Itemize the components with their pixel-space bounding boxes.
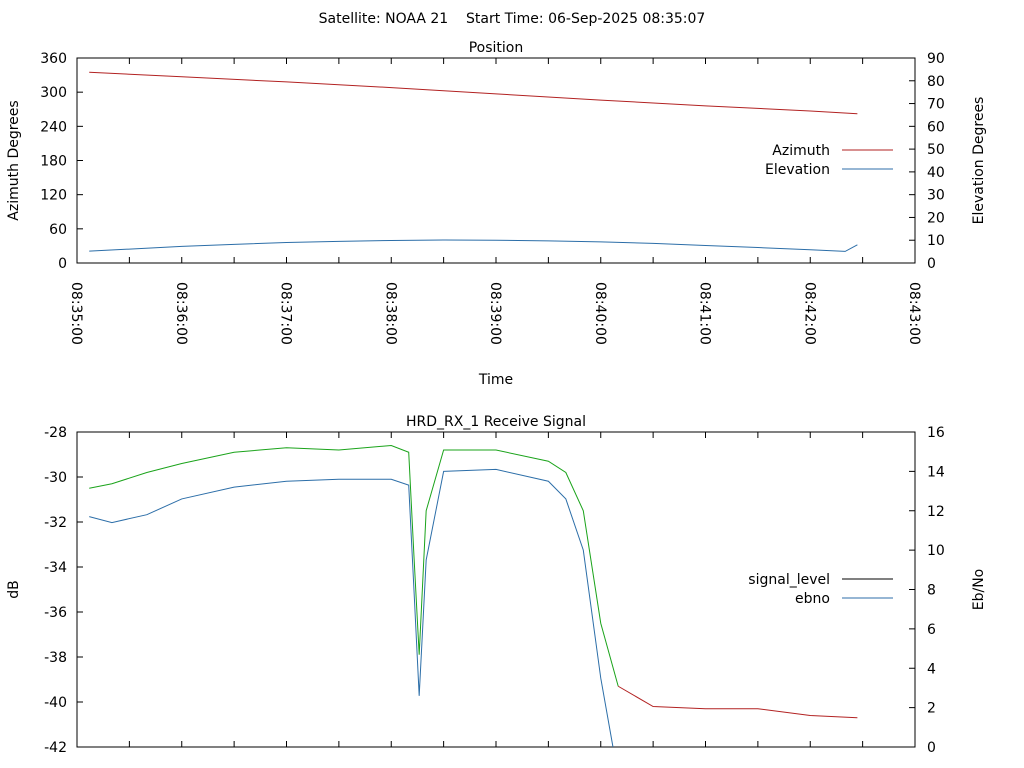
- y2-tick-label: 6: [927, 622, 936, 638]
- y-tick-label: -42: [44, 740, 67, 756]
- y2-tick-label: 4: [927, 661, 936, 677]
- y-tick-label: 300: [40, 85, 67, 101]
- y-tick-label: -38: [44, 650, 67, 666]
- y-axis-label: dB: [6, 580, 22, 599]
- y2-tick-label: 30: [927, 188, 945, 204]
- x-tick-label: 08:37:00: [278, 282, 294, 345]
- y-tick-label: -34: [44, 560, 67, 576]
- series-line-elevation: [89, 239, 858, 252]
- y2-tick-label: 0: [927, 256, 936, 272]
- y2-tick-label: 0: [927, 740, 936, 756]
- y2-tick-label: 16: [927, 425, 945, 441]
- x-tick-label: 08:43:00: [906, 282, 922, 345]
- plot-frame: [76, 431, 916, 748]
- y2-axis-label: Eb/No: [971, 569, 987, 611]
- y2-tick-label: 90: [927, 51, 945, 67]
- chart-title: HRD_RX_1 Receive Signal: [406, 414, 586, 430]
- x-tick-label: 08:41:00: [697, 282, 713, 345]
- y-axis-label: Azimuth Degrees: [6, 100, 22, 220]
- series-line-signal-level: [89, 444, 619, 687]
- x-tick-label: 08:36:00: [173, 282, 189, 345]
- y-tick-label: 0: [58, 256, 67, 272]
- x-tick-label: 08:40:00: [592, 282, 608, 345]
- y-tick-label: -32: [44, 515, 67, 531]
- y2-tick-label: 50: [927, 142, 945, 158]
- y2-tick-label: 2: [927, 701, 936, 717]
- series-line-ebno: [89, 468, 614, 748]
- y2-tick-label: 10: [927, 543, 945, 559]
- y-tick-label: 60: [49, 222, 67, 238]
- y2-tick-label: 12: [927, 504, 945, 520]
- x-tick-label: 08:42:00: [801, 282, 817, 345]
- y-tick-label: 180: [40, 154, 67, 170]
- y-tick-label: 360: [40, 51, 67, 67]
- y2-tick-label: 60: [927, 119, 945, 135]
- y-tick-label: -28: [44, 425, 67, 441]
- y2-tick-label: 8: [927, 583, 936, 599]
- y2-tick-label: 40: [927, 165, 945, 181]
- position-chart: Position 08:35:00 08:36:00 08:37:00 08:38:00…: [6, 40, 987, 388]
- y-tick-label: 240: [40, 119, 67, 135]
- y-tick-label: 120: [40, 188, 67, 204]
- y-tick-label: -40: [44, 695, 67, 711]
- x-tick-label: 08:35:00: [68, 282, 84, 345]
- y2-tick-label: 20: [927, 210, 945, 226]
- y-tick-label: -30: [44, 470, 67, 486]
- y2-tick-label: 80: [927, 74, 945, 90]
- y2-tick-label: 70: [927, 97, 945, 113]
- y-tick-label: -36: [44, 605, 67, 621]
- series-line-azimuth: [89, 71, 858, 115]
- x-tick-label: 08:39:00: [487, 282, 503, 345]
- legend-label-signal-level: signal_level: [748, 572, 830, 588]
- legend-label-azimuth: Azimuth: [772, 143, 830, 159]
- y2-axis-label: Elevation Degrees: [971, 97, 987, 225]
- y2-tick-label: 14: [927, 464, 945, 480]
- receive-signal-chart: HRD_RX_1 Receive Signal -42 -40 -38 -36 -34 -3…: [6, 414, 987, 756]
- y2-tick-label: 10: [927, 233, 945, 249]
- x-axis-label: Time: [478, 372, 513, 388]
- chart-title: Position: [469, 40, 524, 56]
- legend-label-ebno: ebno: [795, 591, 830, 607]
- x-tick-label: 08:38:00: [382, 282, 398, 345]
- legend-label-elevation: Elevation: [765, 162, 830, 178]
- plot-frame: [76, 57, 916, 264]
- series-line-signal-level-tail: [617, 685, 858, 719]
- main-title: Satellite: NOAA 21 Start Time: 06-Sep-20…: [319, 11, 706, 27]
